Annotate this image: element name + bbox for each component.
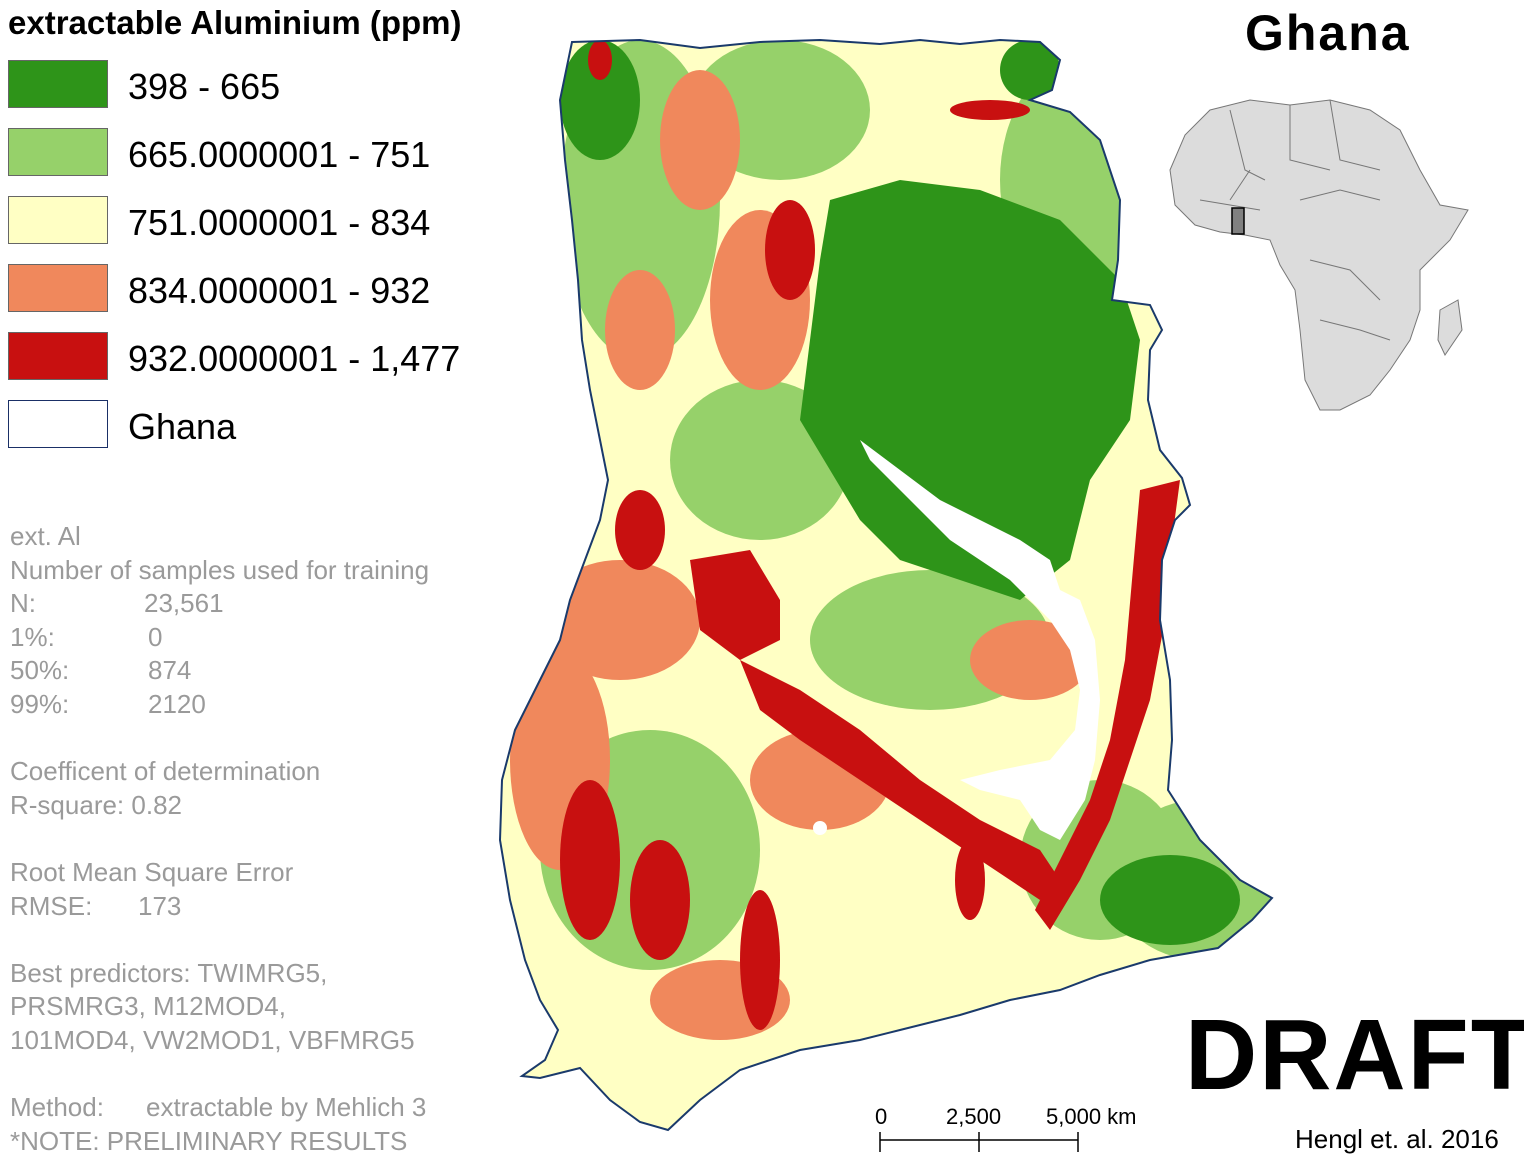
stats-p1: 1%: 0 (10, 621, 163, 652)
legend-label: 398 - 665 (128, 66, 281, 107)
legend-swatch (8, 264, 108, 312)
legend-label: 834.0000001 - 932 (128, 270, 431, 311)
legend-label: 932.0000001 - 1,477 (128, 338, 461, 379)
stats-rmse: RMSE: 173 (10, 890, 182, 921)
stats-p50: 50%: 874 (10, 655, 192, 686)
scale-bar: 0 2,500 5,000 km (860, 1100, 1180, 1156)
stats-n: N: 23,561 (10, 588, 224, 619)
africa-continent (1169, 99, 1469, 411)
model-statistics: ext. Al Number of samples used for train… (10, 520, 429, 1158)
scale-label-2500: 2,500 (946, 1104, 1002, 1129)
legend-swatch (8, 332, 108, 380)
stats-predictors-3: 101MOD4, VW2MOD1, VBFMRG5 (10, 1024, 415, 1055)
aluminium-raster (500, 40, 1272, 1130)
lake-volta (860, 440, 1100, 840)
scale-bar-line (879, 1132, 1079, 1152)
legend-label: Ghana (128, 406, 237, 447)
class-932-1477-areas (560, 40, 1180, 1030)
stats-cod-heading: Coefficent of determination (10, 756, 321, 787)
stats-variable: ext. Al (10, 521, 81, 551)
scale-label-5000: 5,000 km (1046, 1104, 1137, 1129)
africa-inset-map (1169, 99, 1469, 411)
stats-predictors-2: PRSMRG3, M12MOD4, (10, 991, 286, 1022)
stats-samples-heading: Number of samples used for training (10, 554, 430, 585)
credit-text: Hengl et. al. 2016 (1295, 1124, 1499, 1154)
class-398-665-areas (560, 40, 1240, 945)
stats-rsquare: R-square: 0.82 (10, 789, 182, 820)
draft-watermark: DRAFT (1185, 999, 1524, 1111)
legend-label: 751.0000001 - 834 (128, 202, 431, 243)
legend-swatch (8, 196, 108, 244)
legend-swatch (8, 128, 108, 176)
legend-swatch (8, 400, 108, 448)
stats-predictors-1: Best predictors: TWIMRG5, (10, 957, 328, 988)
map-title: Ghana (1245, 5, 1411, 61)
ghana-highlight (1231, 207, 1245, 235)
stats-p99: 99%: 2120 (10, 688, 206, 719)
scale-label-0: 0 (875, 1104, 888, 1129)
legend-title: extractable Aluminium (ppm) (8, 4, 462, 41)
stats-method: Method: extractable by Mehlich 3 (10, 1092, 427, 1123)
stats-note: *NOTE: PRELIMINARY RESULTS (10, 1125, 408, 1156)
ghana-border (498, 38, 1274, 1132)
legend-label: 665.0000001 - 751 (128, 134, 431, 175)
legend-swatch (8, 60, 108, 108)
stats-rmse-heading: Root Mean Square Error (10, 856, 294, 887)
lake-bosumtwi (813, 821, 827, 835)
